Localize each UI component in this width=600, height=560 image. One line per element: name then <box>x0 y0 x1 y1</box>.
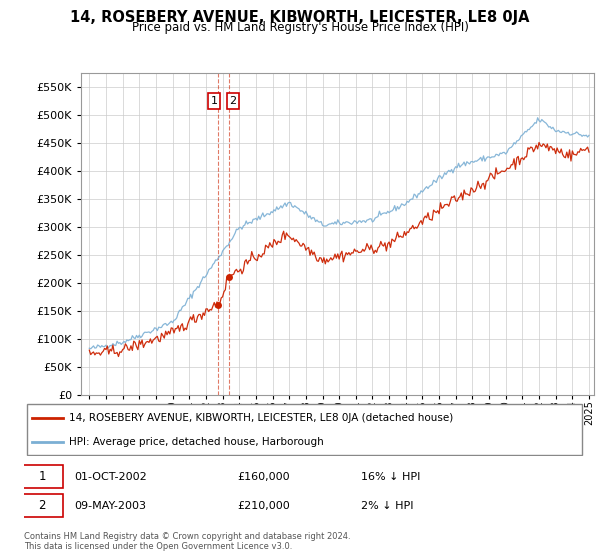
Text: 14, ROSEBERY AVENUE, KIBWORTH, LEICESTER, LE8 0JA: 14, ROSEBERY AVENUE, KIBWORTH, LEICESTER… <box>70 10 530 25</box>
FancyBboxPatch shape <box>21 465 63 488</box>
Text: HPI: Average price, detached house, Harborough: HPI: Average price, detached house, Harb… <box>69 437 323 447</box>
Text: 2: 2 <box>230 96 236 106</box>
Text: 1: 1 <box>211 96 218 106</box>
FancyBboxPatch shape <box>27 404 582 455</box>
Text: 2: 2 <box>38 499 46 512</box>
Text: £160,000: £160,000 <box>237 472 290 482</box>
Text: 2% ↓ HPI: 2% ↓ HPI <box>361 501 413 511</box>
FancyBboxPatch shape <box>21 494 63 517</box>
Text: £210,000: £210,000 <box>237 501 290 511</box>
Text: 16% ↓ HPI: 16% ↓ HPI <box>361 472 420 482</box>
Text: 14, ROSEBERY AVENUE, KIBWORTH, LEICESTER, LE8 0JA (detached house): 14, ROSEBERY AVENUE, KIBWORTH, LEICESTER… <box>69 413 453 423</box>
Text: 1: 1 <box>38 470 46 483</box>
Text: Price paid vs. HM Land Registry's House Price Index (HPI): Price paid vs. HM Land Registry's House … <box>131 21 469 34</box>
Text: Contains HM Land Registry data © Crown copyright and database right 2024.
This d: Contains HM Land Registry data © Crown c… <box>24 532 350 552</box>
Text: 09-MAY-2003: 09-MAY-2003 <box>74 501 146 511</box>
Text: 01-OCT-2002: 01-OCT-2002 <box>74 472 147 482</box>
